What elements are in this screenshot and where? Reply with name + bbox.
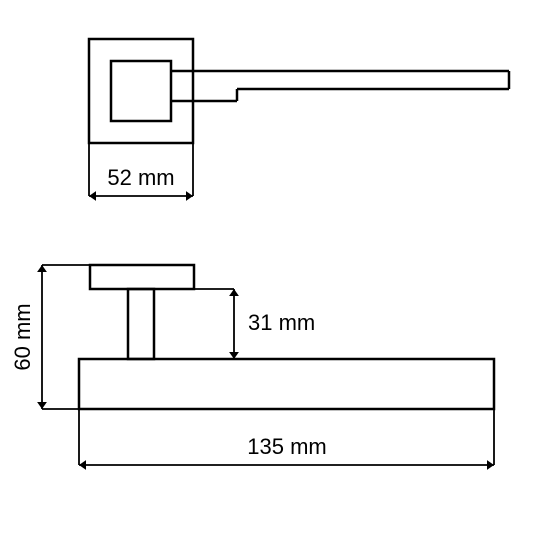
front_view.dim_width.value: 52 mm xyxy=(107,165,174,190)
arrowhead xyxy=(79,460,86,470)
technical-drawing: { "meta":{ "type":"technical-drawing", "… xyxy=(0,0,551,551)
side-neck xyxy=(128,289,154,359)
arrowhead xyxy=(89,191,96,201)
arrowhead xyxy=(37,402,47,409)
arrowhead xyxy=(229,289,239,296)
side_view.dim_neck.value: 31 mm xyxy=(248,310,315,335)
arrowhead xyxy=(186,191,193,201)
side-rose-plate xyxy=(90,265,194,289)
front-rose-inner xyxy=(111,61,171,121)
side_view.dim_length.value: 135 mm xyxy=(247,434,326,459)
side_view.dim_height.value: 60 mm xyxy=(10,303,35,370)
side-handle-bar xyxy=(79,359,494,409)
front-rose-outer xyxy=(89,39,193,143)
arrowhead xyxy=(37,265,47,272)
arrowhead xyxy=(487,460,494,470)
